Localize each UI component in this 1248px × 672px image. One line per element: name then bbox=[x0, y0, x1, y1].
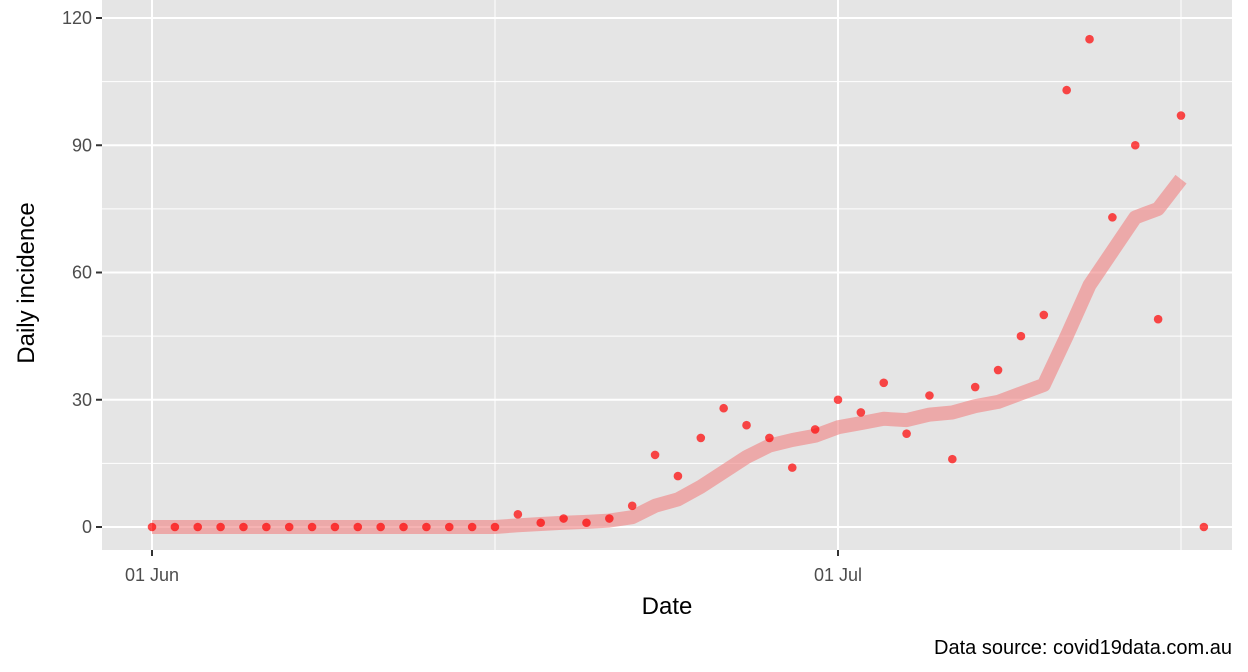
y-axis-title: Daily incidence bbox=[13, 202, 40, 363]
data-point bbox=[170, 522, 180, 532]
data-point bbox=[833, 395, 843, 405]
data-point bbox=[673, 471, 683, 481]
data-point bbox=[193, 522, 203, 532]
data-point bbox=[948, 454, 957, 464]
data-point bbox=[1085, 34, 1094, 44]
data-point bbox=[1016, 331, 1026, 341]
data-point bbox=[582, 518, 591, 528]
data-point bbox=[650, 450, 660, 460]
data-point bbox=[536, 518, 546, 528]
y-tick-label: 120 bbox=[62, 8, 92, 28]
data-point bbox=[422, 522, 431, 532]
data-point bbox=[925, 391, 934, 400]
data-point bbox=[262, 522, 271, 532]
data-point bbox=[444, 522, 454, 532]
x-axis-title: Date bbox=[642, 593, 693, 620]
data-point bbox=[627, 501, 637, 511]
data-point bbox=[216, 522, 225, 532]
plot-panel bbox=[102, 0, 1232, 550]
data-point bbox=[330, 522, 340, 532]
data-point bbox=[742, 420, 751, 430]
data-point bbox=[856, 408, 866, 417]
data-point bbox=[1130, 140, 1140, 150]
smooth-line bbox=[152, 174, 1187, 534]
data-point bbox=[239, 522, 248, 532]
data-point bbox=[353, 522, 363, 532]
data-point bbox=[376, 522, 385, 532]
data-point bbox=[1176, 111, 1186, 120]
data-point bbox=[970, 382, 980, 392]
data-point bbox=[284, 522, 294, 532]
data-point bbox=[1039, 310, 1049, 320]
data-point bbox=[1108, 213, 1117, 222]
data-point bbox=[147, 522, 157, 532]
data-point bbox=[787, 463, 797, 472]
data-point bbox=[490, 522, 500, 532]
data-point bbox=[765, 433, 774, 443]
data-point bbox=[559, 514, 568, 523]
smooth-line-layer bbox=[152, 174, 1187, 534]
data-point bbox=[605, 514, 614, 523]
data-point bbox=[696, 433, 706, 443]
data-point bbox=[1062, 85, 1071, 95]
data-point bbox=[993, 365, 1003, 375]
points-layer bbox=[147, 34, 1209, 532]
y-tick-label: 0 bbox=[82, 517, 92, 537]
y-tick-label: 30 bbox=[72, 390, 92, 410]
data-point bbox=[879, 378, 889, 388]
x-tick-label: 01 Jul bbox=[814, 565, 862, 585]
data-point bbox=[399, 522, 408, 532]
data-point bbox=[902, 429, 911, 438]
data-point bbox=[1199, 522, 1209, 532]
data-point bbox=[513, 509, 523, 519]
data-point bbox=[1153, 314, 1163, 324]
data-point bbox=[719, 403, 728, 413]
y-tick-label: 60 bbox=[72, 263, 92, 283]
x-tick-label: 01 Jun bbox=[125, 565, 179, 585]
data-point bbox=[467, 522, 477, 532]
y-tick-label: 90 bbox=[72, 135, 92, 155]
data-source-caption: Data source: covid19data.com.au bbox=[934, 637, 1232, 659]
data-point bbox=[307, 522, 317, 532]
data-point bbox=[810, 425, 820, 434]
axes: 0 30 60 90 120 01 Jun 01 Jul bbox=[62, 8, 862, 585]
